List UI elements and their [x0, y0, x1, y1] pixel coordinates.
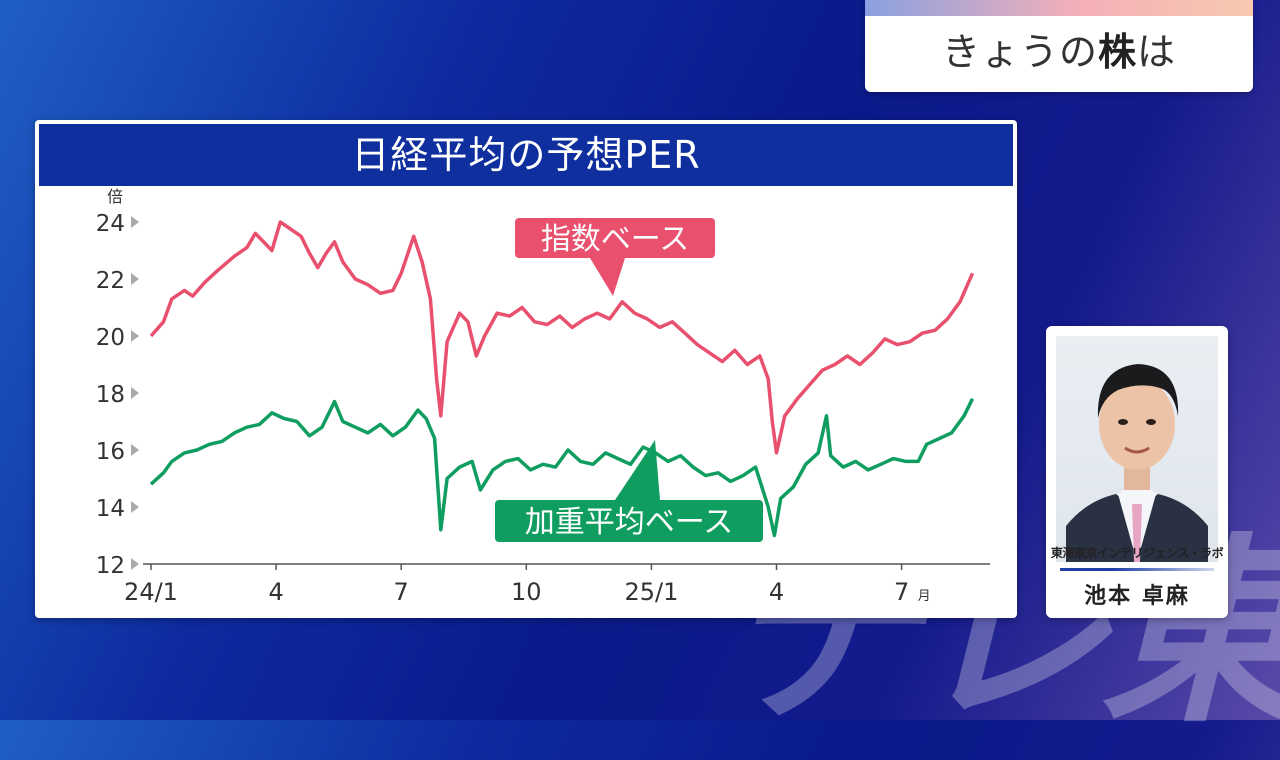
x-tick-label: 4: [268, 578, 283, 606]
y-tick-arrow-icon: [131, 501, 139, 513]
x-tick-label: 4: [769, 578, 784, 606]
series-line-weighted-basis: [149, 397, 975, 538]
chart-title: 日経平均の予想PER: [39, 124, 1013, 186]
analyst-portrait-icon: [1066, 364, 1208, 562]
y-tick-arrow-icon: [131, 558, 139, 570]
analyst-name: 池本 卓麻: [1084, 584, 1190, 609]
analyst-organization: 東海東京インテリジェンス・ラボ: [1050, 546, 1224, 560]
callout-box: [515, 218, 715, 258]
y-tick-label: 16: [96, 439, 125, 465]
x-tick-suffix: 月: [918, 589, 931, 604]
series-label: 指数ベース: [541, 222, 690, 257]
y-tick-arrow-icon: [131, 387, 139, 399]
y-tick-label: 20: [96, 325, 125, 351]
x-tick-label: 7: [394, 578, 409, 606]
y-tick-label: 14: [96, 496, 125, 522]
chart-card: 日経平均の予想PER 倍 12 14 16 18 20 22 24 24/1 4 7 10 25/1 4 7…: [35, 120, 1017, 618]
callout-pointer: [615, 440, 660, 500]
y-tick-label: 12: [96, 553, 125, 579]
series-line-index-basis: [149, 220, 975, 455]
y-axis-unit: 倍: [107, 187, 123, 206]
title-card-gradient: [865, 0, 1253, 16]
x-tick-label: 24/1: [124, 578, 178, 606]
segment-title-card: きょうの株は: [865, 0, 1253, 92]
y-tick-arrow-icon: [131, 216, 139, 228]
callout-pointer: [590, 258, 625, 296]
y-tick-label: 18: [96, 382, 125, 408]
x-tick-label: 7: [894, 578, 909, 606]
analyst-card: 東海東京インテリジェンス・ラボ 池本 卓麻: [1046, 326, 1228, 618]
series-label: 加重平均ベース: [525, 505, 734, 540]
analyst-photo: [1056, 336, 1218, 562]
y-tick-label: 22: [96, 268, 125, 294]
y-tick-label: 24: [96, 211, 125, 237]
analyst-divider: [1060, 568, 1214, 571]
y-tick-arrow-icon: [131, 330, 139, 342]
y-tick-arrow-icon: [131, 273, 139, 285]
y-tick-arrow-icon: [131, 444, 139, 456]
x-tick-label: 25/1: [624, 578, 678, 606]
callout-box: [495, 500, 763, 542]
segment-title: きょうの株は: [941, 30, 1177, 74]
x-tick-label: 10: [511, 578, 542, 606]
